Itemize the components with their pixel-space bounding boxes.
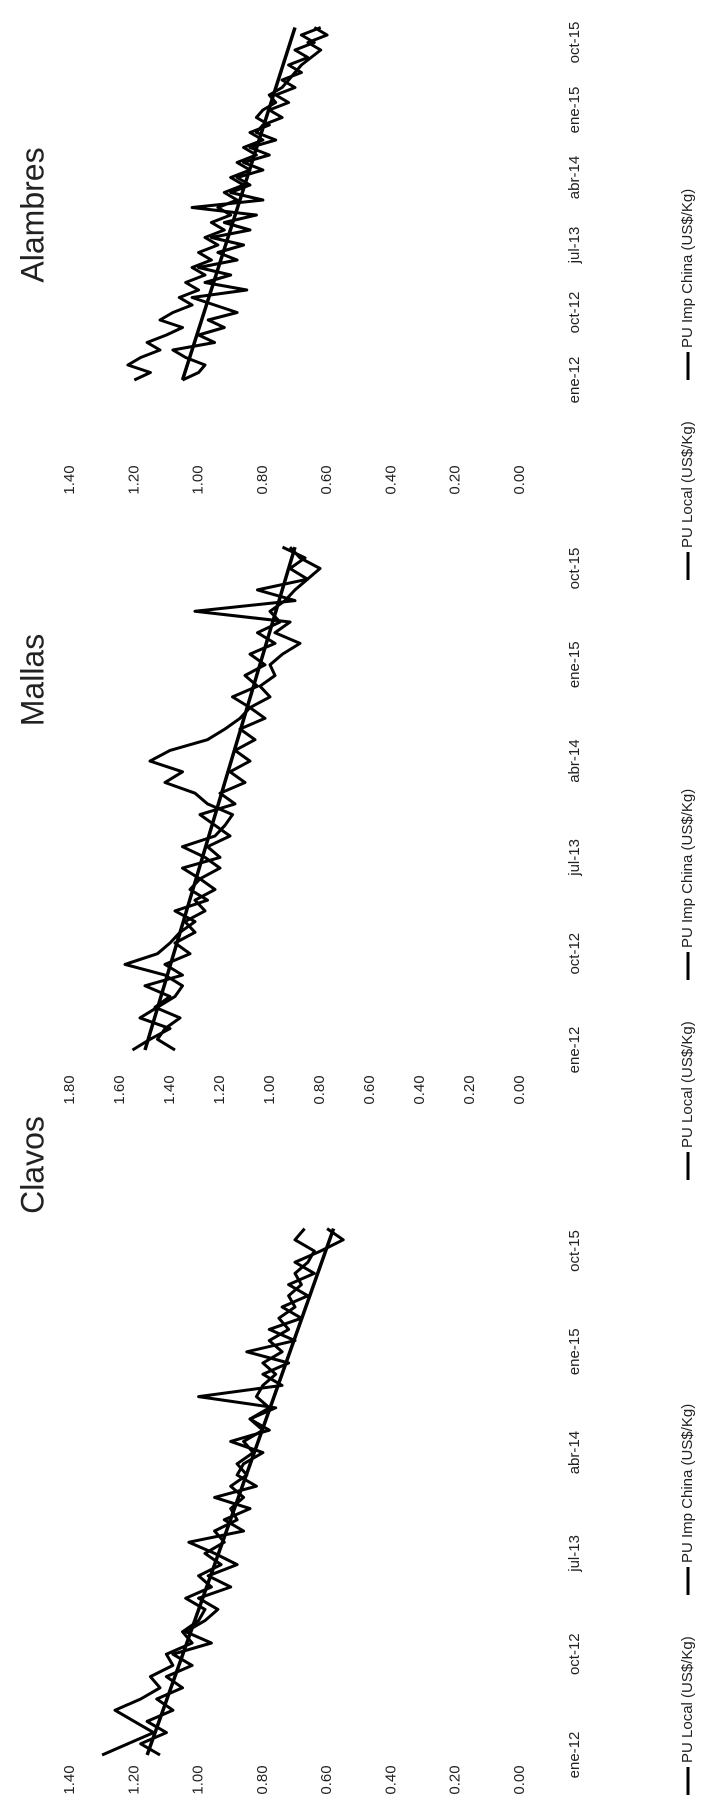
- x-tick-label: ene-15: [566, 87, 583, 134]
- series-line: [171, 26, 322, 382]
- y-tick-label: 0.20: [447, 1765, 464, 1794]
- y-tick-label: 1.00: [190, 465, 207, 494]
- y-tick-label: 1.60: [111, 1075, 128, 1104]
- x-tick-label: ene-12: [566, 1027, 583, 1074]
- x-tick-label: jul-13: [566, 227, 583, 265]
- trend-line: [180, 26, 297, 381]
- legend: PU Local (US$/Kg) PU Imp China (US$/Kg): [679, 1404, 696, 1795]
- x-tick-label: ene-12: [566, 357, 583, 404]
- x-tick-label: oct-15: [566, 1230, 583, 1272]
- y-tick-label: 0.40: [382, 1765, 399, 1794]
- y-tick-label: 0.20: [461, 1075, 478, 1104]
- y-tick-label: 0.80: [254, 465, 271, 494]
- legend-label: PU Imp China (US$/Kg): [679, 789, 696, 948]
- y-tick-label: 0.60: [318, 465, 335, 494]
- chart-title: Mallas: [14, 634, 50, 726]
- x-tick-label: ene-12: [566, 1732, 583, 1779]
- x-tick-label: oct-15: [566, 22, 583, 64]
- chart-title: Clavos: [14, 1116, 50, 1214]
- legend-label: PU Local (US$/Kg): [679, 1636, 696, 1763]
- y-tick-label: 1.40: [161, 1075, 178, 1104]
- x-tick-label: oct-12: [566, 1633, 583, 1675]
- x-tick-label: jul-13: [566, 1535, 583, 1573]
- y-tick-label: 0.40: [411, 1075, 428, 1104]
- y-tick-label: 0.60: [318, 1765, 335, 1794]
- x-tick-label: ene-15: [566, 1328, 583, 1375]
- x-tick-label: abr-14: [566, 1431, 583, 1474]
- series-line: [143, 545, 309, 1052]
- x-tick-label: oct-12: [566, 292, 583, 334]
- y-tick-label: 0.80: [311, 1075, 328, 1104]
- trend-line: [145, 1228, 336, 1756]
- series-line: [123, 546, 322, 1052]
- trend-line: [143, 546, 297, 1051]
- x-tick-label: jul-13: [566, 839, 583, 877]
- y-tick-label: 1.00: [261, 1075, 278, 1104]
- y-tick-label: 0.60: [361, 1075, 378, 1104]
- legend: PU Local (US$/Kg) PU Imp China (US$/Kg): [679, 189, 696, 580]
- y-tick-label: 1.40: [61, 1765, 78, 1794]
- x-tick-label: oct-12: [566, 933, 583, 975]
- chart-title: Alambres: [14, 147, 50, 282]
- y-tick-label: 0.00: [511, 1765, 528, 1794]
- y-tick-label: 1.80: [61, 1075, 78, 1104]
- legend-label: PU Imp China (US$/Kg): [679, 189, 696, 348]
- y-tick-label: 0.80: [254, 1765, 271, 1794]
- x-tick-label: abr-14: [566, 156, 583, 199]
- y-tick-label: 1.20: [125, 465, 142, 494]
- legend-label: PU Local (US$/Kg): [679, 1021, 696, 1148]
- x-tick-label: ene-15: [566, 641, 583, 688]
- y-tick-label: 0.00: [511, 1075, 528, 1104]
- y-tick-label: 1.20: [211, 1075, 228, 1104]
- x-tick-label: abr-14: [566, 739, 583, 782]
- series-line: [139, 1227, 345, 1757]
- y-tick-label: 1.00: [190, 1765, 207, 1794]
- legend-label: PU Local (US$/Kg): [679, 421, 696, 548]
- y-tick-label: 1.40: [61, 465, 78, 494]
- y-tick-label: 0.20: [447, 465, 464, 494]
- legend: PU Local (US$/Kg) PU Imp China (US$/Kg): [679, 789, 696, 1180]
- y-tick-label: 1.20: [125, 1765, 142, 1794]
- y-tick-label: 0.00: [511, 465, 528, 494]
- legend-label: PU Imp China (US$/Kg): [679, 1404, 696, 1563]
- x-tick-label: oct-15: [566, 548, 583, 590]
- y-tick-label: 0.40: [382, 465, 399, 494]
